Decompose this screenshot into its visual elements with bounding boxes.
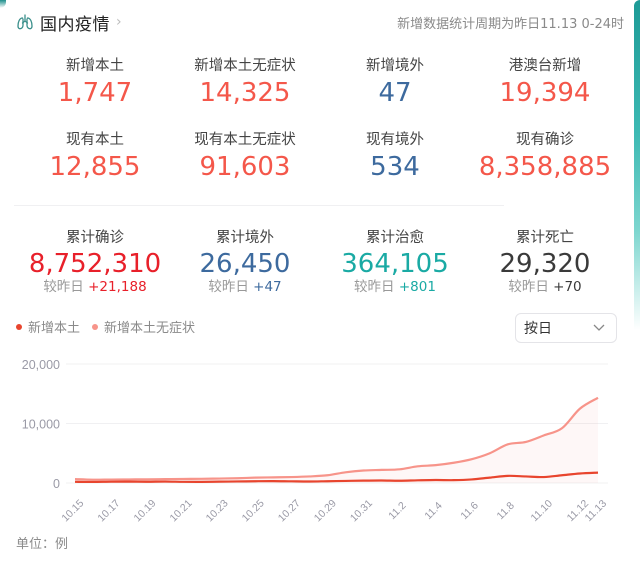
chevron-down-icon xyxy=(593,324,605,331)
series-line xyxy=(74,471,599,484)
stat-label: 累计境外 xyxy=(216,230,274,246)
x-tick-label: 11.8 xyxy=(495,500,517,522)
x-tick-label: 11.10 xyxy=(529,498,556,525)
stat-label: 港澳台新增 xyxy=(508,58,582,74)
series-line xyxy=(74,396,599,481)
stat-label: 新增本土无症状 xyxy=(194,58,296,74)
y-tick-label: 10,000 xyxy=(22,418,60,432)
stat-label: 现有确诊 xyxy=(516,132,574,148)
stat-delta: 较昨日 +21,188 xyxy=(43,279,147,295)
y-tick-label: 0 xyxy=(53,477,60,491)
legend-item-new-asymptomatic[interactable]: 新增本土无症状 xyxy=(92,317,195,336)
stat-current-local-asymptomatic: 现有本土无症状 91,603 xyxy=(170,130,320,183)
x-tick-label: 11.2 xyxy=(386,500,408,522)
period-select[interactable]: 按日 xyxy=(515,313,617,343)
edge-accent-right xyxy=(634,0,640,330)
stat-current-imported: 现有境外 534 xyxy=(320,130,470,183)
stat-value: 12,855 xyxy=(49,152,141,182)
stat-delta: 较昨日 +70 xyxy=(508,279,582,295)
x-tick-label: 11.6 xyxy=(458,500,480,522)
x-tick-label: 10.21 xyxy=(168,497,195,524)
stat-value: 8,358,885 xyxy=(478,152,612,182)
stat-label: 现有本土 xyxy=(66,132,124,148)
stat-total-recovered: 累计治愈 364,105 较昨日 +801 xyxy=(320,228,470,295)
stat-label: 现有本土无症状 xyxy=(194,132,296,148)
x-tick-label: 10.31 xyxy=(348,497,375,524)
stat-period-note: 新增数据统计周期为昨日11.13 0-24时 xyxy=(397,16,624,32)
legend-dot-icon xyxy=(92,323,99,330)
stat-label: 累计死亡 xyxy=(516,230,574,246)
stat-value: 26,450 xyxy=(199,249,291,279)
stat-value: 364,105 xyxy=(341,249,449,279)
stat-delta: 较昨日 +47 xyxy=(208,279,282,295)
x-tick-label: 10.23 xyxy=(204,497,231,524)
stat-new-imported: 新增境外 47 xyxy=(320,56,470,109)
stat-current-local: 现有本土 12,855 xyxy=(20,130,170,183)
unit-label: 单位：例 xyxy=(16,537,69,552)
stat-value: 8,752,310 xyxy=(28,249,162,279)
edge-accent xyxy=(0,0,6,8)
stat-new-local-asymptomatic: 新增本土无症状 14,325 xyxy=(170,56,320,109)
stat-label: 新增本土 xyxy=(66,58,124,74)
stat-value: 29,320 xyxy=(499,249,591,279)
stat-value: 1,747 xyxy=(57,78,133,108)
period-select-value: 按日 xyxy=(524,321,552,337)
stat-value: 47 xyxy=(378,78,412,108)
stats-row-new: 新增本土 1,747 新增本土无症状 14,325 新增境外 47 港澳台新增 … xyxy=(20,56,620,109)
series-area xyxy=(75,397,598,483)
stat-delta: 较昨日 +801 xyxy=(354,279,436,295)
section-title[interactable]: 国内疫情 xyxy=(40,14,110,35)
stats-row-cumulative: 累计确诊 8,752,310 较昨日 +21,188 累计境外 26,450 较… xyxy=(20,228,620,295)
x-tick-label: 10.15 xyxy=(59,497,86,524)
stat-total-deaths: 累计死亡 29,320 较昨日 +70 xyxy=(470,228,620,295)
x-tick-label: 10.19 xyxy=(131,497,158,524)
legend-dot-icon xyxy=(16,323,22,330)
y-tick-label: 20,000 xyxy=(22,358,60,372)
stat-label: 累计确诊 xyxy=(66,230,124,246)
stat-new-local: 新增本土 1,747 xyxy=(20,56,170,109)
stat-value: 91,603 xyxy=(199,152,291,182)
x-tick-label: 10.25 xyxy=(240,497,267,524)
x-tick-label: 11.13 xyxy=(583,498,610,525)
legend-item-new-local[interactable]: 新增本土 xyxy=(16,317,80,336)
x-tick-label: 10.27 xyxy=(276,497,303,524)
lungs-icon xyxy=(16,13,34,31)
divider xyxy=(14,205,504,206)
stat-value: 14,325 xyxy=(199,78,291,108)
stat-total-imported: 累计境外 26,450 较昨日 +47 xyxy=(170,228,320,295)
stat-total-confirmed: 累计确诊 8,752,310 较昨日 +21,188 xyxy=(20,228,170,295)
stat-current-confirmed: 现有确诊 8,358,885 xyxy=(470,130,620,183)
stat-value: 19,394 xyxy=(499,78,591,108)
y-axis: 0 10,000 20,000 xyxy=(22,358,608,491)
stat-label: 累计治愈 xyxy=(366,230,424,246)
chart-legend: 新增本土 新增本土无症状 xyxy=(16,317,207,336)
stat-label: 新增境外 xyxy=(366,58,424,74)
plot-area xyxy=(74,396,599,484)
stats-row-current: 现有本土 12,855 现有本土无症状 91,603 现有境外 534 现有确诊… xyxy=(20,130,620,183)
stat-label: 现有境外 xyxy=(366,132,424,148)
x-tick-label: 11.4 xyxy=(422,500,444,522)
section-header: 国内疫情 › 新增数据统计周期为昨日11.13 0-24时 xyxy=(16,8,624,36)
stat-new-hmt: 港澳台新增 19,394 xyxy=(470,56,620,109)
x-tick-label: 10.29 xyxy=(312,497,339,524)
chevron-right-icon[interactable]: › xyxy=(116,14,122,30)
x-axis: 10.15 10.17 10.19 10.21 10.23 10.25 10.27 10.29… xyxy=(59,497,609,524)
x-tick-label: 10.17 xyxy=(95,497,122,524)
stat-value: 534 xyxy=(370,152,420,182)
